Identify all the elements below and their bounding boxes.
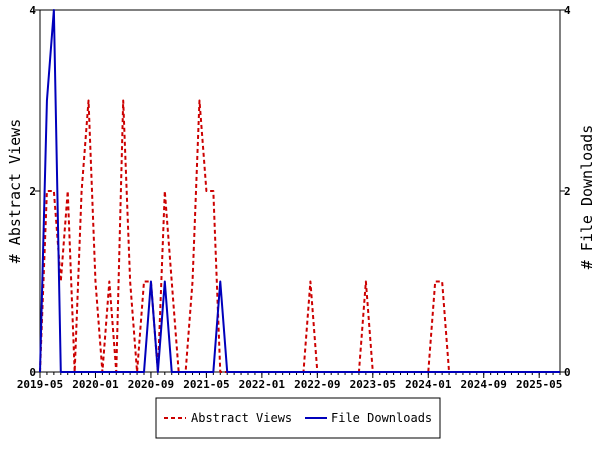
- x-tick-label: 2022-09: [294, 378, 340, 391]
- series-line-abstract-views: [39, 99, 560, 373]
- tick-labels: 2019-05 2020-01 2020-09 2021-05 2022-01 2022-…: [17, 4, 571, 391]
- x-tick-label: 2025-05: [516, 378, 562, 391]
- y-left-tick-label: 2: [29, 185, 36, 198]
- x-tick-label: 2022-01: [239, 378, 286, 391]
- series-layer: [39, 9, 560, 373]
- y-right-tick-label: 2: [564, 185, 571, 198]
- legend: Abstract Views File Downloads: [155, 397, 441, 439]
- legend-label-file-downloads: File Downloads: [331, 411, 432, 425]
- x-tick-label: 2024-09: [461, 378, 507, 391]
- x-tick-label: 2024-01: [405, 378, 452, 391]
- legend-label-abstract-views: Abstract Views: [191, 411, 292, 425]
- y-left-tick-label: 0: [29, 366, 36, 379]
- y-right-tick-label: 0: [564, 366, 571, 379]
- legend-box: [155, 397, 441, 439]
- y-axis-right-title: # File Downloads: [578, 125, 596, 270]
- x-tick-label: 2020-01: [72, 378, 119, 391]
- y-right-tick-label: 4: [564, 4, 571, 17]
- y-axis-left-title: # Abstract Views: [6, 119, 24, 264]
- y-left-tick-label: 4: [29, 4, 36, 17]
- x-tick-label: 2019-05: [17, 378, 63, 391]
- series-line-file-downloads: [39, 9, 560, 373]
- x-tick-label: 2023-05: [350, 378, 396, 391]
- x-tick-label: 2020-09: [128, 378, 174, 391]
- x-tick-label: 2021-05: [183, 378, 229, 391]
